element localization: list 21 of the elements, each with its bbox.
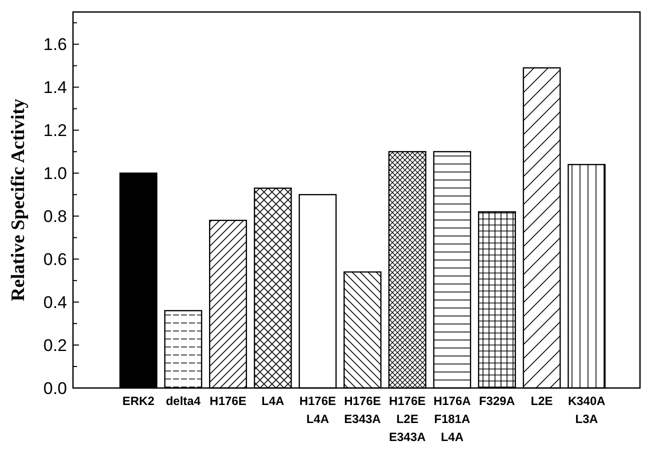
x-tick-label: H176A F181A L4A <box>433 394 472 444</box>
x-tick-label: K340A L3A <box>568 394 606 426</box>
y-tick-label: 1.4 <box>43 78 67 98</box>
x-tick-label: H176E <box>210 394 246 408</box>
y-tick-label: 0.2 <box>43 336 67 355</box>
x-tick-label: delta4 <box>166 394 201 408</box>
x-tick-label: L2E <box>530 394 553 408</box>
y-tick-label: 0.0 <box>43 378 67 398</box>
y-tick-label: 1.2 <box>43 121 67 140</box>
x-tick-label: F329A <box>478 394 516 408</box>
y-tick-label: 1.0 <box>43 164 67 184</box>
y-tick-label: 1.6 <box>43 35 67 54</box>
x-tick-label: H176E E343A <box>344 394 382 426</box>
y-tick-label: 0.4 <box>43 293 67 312</box>
x-tick-label: H176E L2E E343A <box>388 394 426 444</box>
y-axis-title: Relative Specific Activity <box>8 98 29 302</box>
x-tick-label: L4A <box>262 394 285 408</box>
x-tick-label: H176E L4A <box>299 394 336 426</box>
y-tick-label: 0.8 <box>43 207 67 226</box>
x-tick-label: ERK2 <box>122 394 155 408</box>
y-tick-label: 0.6 <box>43 250 67 270</box>
